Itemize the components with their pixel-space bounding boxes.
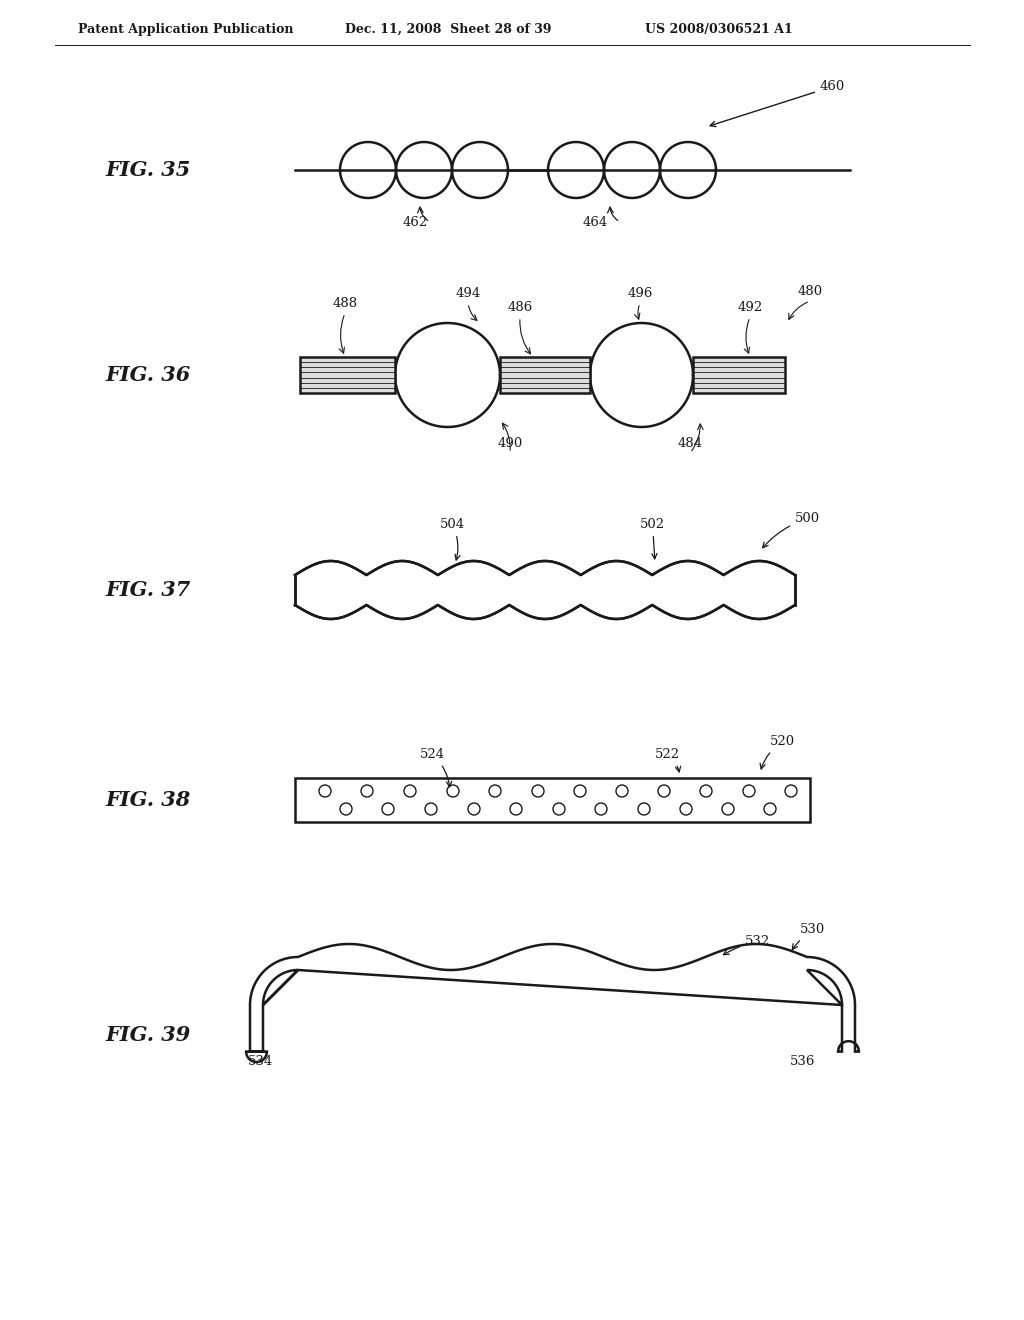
Text: 486: 486 [507,301,532,314]
Text: 534: 534 [248,1055,273,1068]
Text: Dec. 11, 2008  Sheet 28 of 39: Dec. 11, 2008 Sheet 28 of 39 [345,22,552,36]
Text: 530: 530 [793,923,825,949]
Text: 500: 500 [763,512,820,548]
Text: 524: 524 [420,748,452,787]
Text: 532: 532 [724,935,770,954]
Text: US 2008/0306521 A1: US 2008/0306521 A1 [645,22,793,36]
Bar [300,356,395,393]
Text: FIG. 37: FIG. 37 [105,579,190,601]
Text: Patent Application Publication: Patent Application Publication [78,22,294,36]
Text: FIG. 36: FIG. 36 [105,366,190,385]
Text: FIG. 38: FIG. 38 [105,789,190,810]
Text: 488: 488 [333,297,357,310]
Text: 496: 496 [628,286,652,300]
Text: 462: 462 [402,216,428,228]
Text: 464: 464 [583,216,607,228]
Polygon shape [295,561,795,619]
Text: 494: 494 [456,286,480,300]
Text: FIG. 35: FIG. 35 [105,160,190,180]
Text: 484: 484 [678,437,702,450]
Text: 504: 504 [440,517,465,560]
Text: 520: 520 [760,735,795,770]
Text: 490: 490 [498,437,522,450]
Bar [500,356,590,393]
Text: 460: 460 [710,81,845,127]
Text: 480: 480 [798,285,822,298]
Text: FIG. 39: FIG. 39 [105,1026,190,1045]
Text: 522: 522 [655,748,681,772]
Text: 536: 536 [790,1055,815,1068]
Bar [295,777,810,822]
Text: 502: 502 [640,517,666,558]
Text: 492: 492 [737,301,763,314]
Polygon shape [246,944,859,1063]
Bar [693,356,785,393]
